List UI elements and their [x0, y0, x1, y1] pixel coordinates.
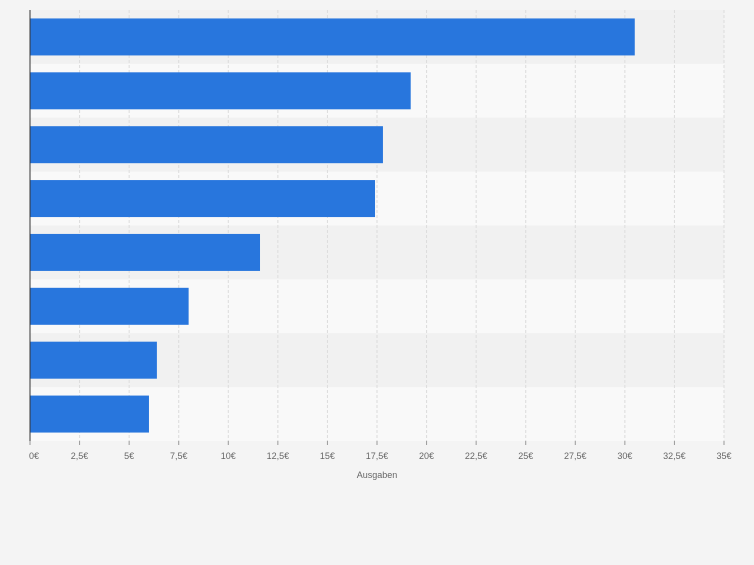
- tick-label: 15€: [320, 451, 335, 461]
- tick-label: 0€: [29, 451, 39, 461]
- bar: [30, 233, 261, 271]
- bars: [30, 18, 635, 433]
- tick-label: 7,5€: [170, 451, 188, 461]
- bar: [30, 341, 157, 379]
- tick-label: 35€: [716, 451, 731, 461]
- bar: [30, 287, 189, 325]
- tick-label: 5€: [124, 451, 134, 461]
- x-axis-tick-labels: 0€ 2,5€ 5€ 7,5€ 10€ 12,5€ 15€ 17,5€ 20€ 22,5€ 25€ 2…: [29, 441, 732, 461]
- tick-label: 30€: [617, 451, 632, 461]
- tick-label: 32,5€: [663, 451, 686, 461]
- bar: [30, 180, 376, 218]
- tick-label: 22,5€: [465, 451, 488, 461]
- tick-label: 27,5€: [564, 451, 587, 461]
- tick-label: 25€: [518, 451, 533, 461]
- bar: [30, 18, 635, 56]
- bar: [30, 72, 411, 110]
- tick-label: 20€: [419, 451, 434, 461]
- tick-label: 2,5€: [71, 451, 89, 461]
- tick-label: 17,5€: [366, 451, 389, 461]
- x-axis-label: Ausgaben: [357, 470, 398, 480]
- bar: [30, 126, 383, 164]
- tick-label: 10€: [221, 451, 236, 461]
- tick-label: 12,5€: [267, 451, 290, 461]
- bar: [30, 395, 149, 433]
